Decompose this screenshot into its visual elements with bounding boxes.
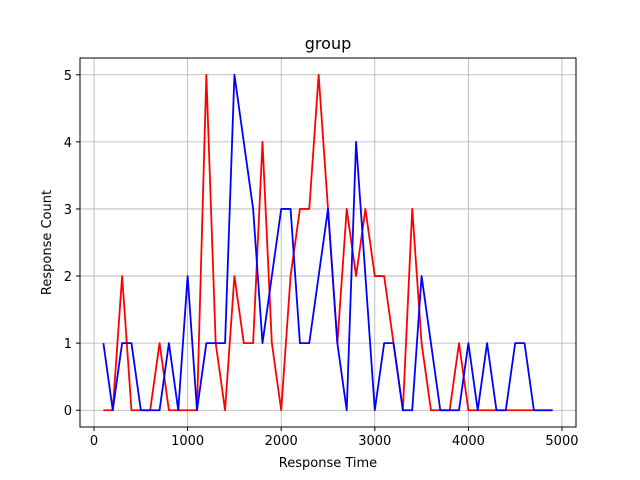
plot-frame [79, 57, 577, 428]
y-tick-label: 3 [64, 203, 72, 218]
y-tick-label: 4 [64, 136, 72, 151]
x-tick-label: 4000 [452, 434, 485, 449]
x-tick-label: 2000 [265, 434, 298, 449]
series-line-2 [102, 73, 553, 412]
y-axis-label: Response Count [40, 190, 55, 295]
chart-title: group [305, 34, 351, 53]
ticks: 0 1000 2000 3000 4000 5000 0 1 2 3 4 5 [64, 69, 579, 449]
x-tick-label: 1000 [171, 434, 204, 449]
y-tick-label: 2 [64, 270, 72, 285]
grid [80, 58, 576, 427]
x-tick-label: 3000 [358, 434, 391, 449]
x-axis-label: Response Time [279, 456, 377, 471]
x-tick-label: 0 [90, 434, 98, 449]
x-tick-label: 5000 [545, 434, 578, 449]
y-tick-label: 5 [64, 69, 72, 84]
y-tick-label: 0 [64, 404, 72, 419]
series-group [102, 73, 553, 412]
y-tick-label: 1 [64, 337, 72, 352]
